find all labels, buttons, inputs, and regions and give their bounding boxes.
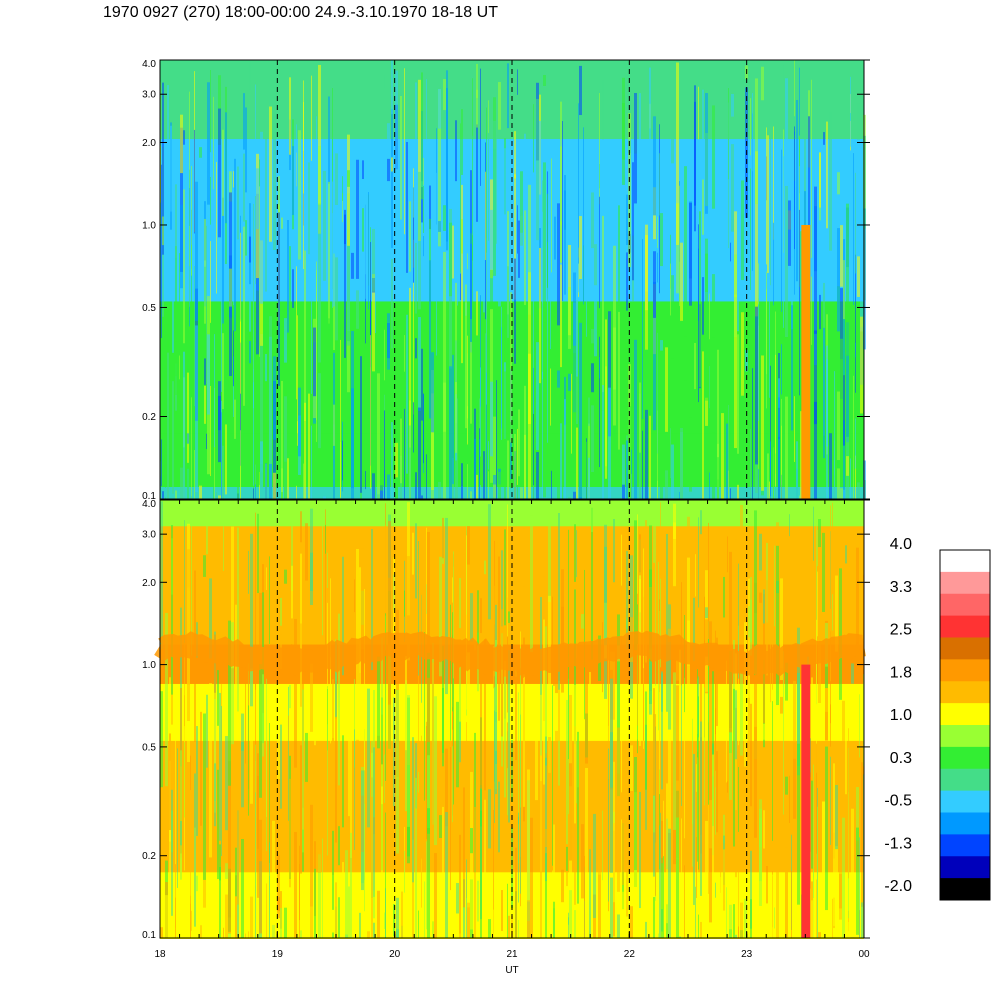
colorbar-swatch [940, 812, 990, 835]
y-tick-label: 4.0 [142, 499, 156, 510]
feature-streak-1 [801, 664, 811, 938]
y-tick-label: 4.0 [142, 59, 156, 70]
colorbar-swatch [940, 550, 990, 573]
colorbar-swatch [940, 746, 990, 770]
y-tick-label: 1.0 [142, 660, 156, 671]
colorbar-label: -0.5 [884, 793, 912, 810]
colorbar-frame [939, 549, 991, 901]
colorbar-swatch [940, 878, 990, 901]
y-tick-label: 2.0 [142, 578, 156, 589]
colorbar-swatch [940, 856, 990, 879]
x-tick-label: 18 [154, 949, 166, 960]
y-tick-label: 0.2 [142, 851, 156, 862]
y-tick-label: 0.5 [142, 303, 156, 314]
y-tick-label: 0.1 [142, 930, 156, 941]
colorbar-swatch [940, 615, 990, 638]
y-tick-label: 2.0 [142, 138, 156, 149]
y-tick-label: 0.5 [142, 742, 156, 753]
colorbar-swatch [940, 659, 990, 682]
upper-spectrogram [160, 60, 866, 500]
y-tick-label: 0.2 [142, 412, 156, 423]
x-tick-label: 20 [389, 949, 401, 960]
y-tick-label: 3.0 [142, 530, 156, 541]
y-tick-label: 0.1 [142, 491, 156, 502]
colorbar-label: 1.0 [890, 707, 912, 724]
x-axis-label: UT [505, 965, 518, 976]
feature-streak-0 [801, 224, 811, 500]
colorbar-label: 2.5 [890, 622, 912, 639]
x-tick-label: 21 [506, 949, 518, 960]
colorbar-label: 4.0 [890, 536, 912, 553]
colorbar-swatch [940, 768, 990, 792]
colorbar-label: 3.3 [890, 579, 912, 596]
colorbar-swatch [940, 790, 990, 813]
colorbar-swatch [940, 593, 990, 617]
colorbar-swatch [940, 637, 990, 660]
x-tick-label: 19 [272, 949, 284, 960]
colorbar-swatch [940, 703, 990, 726]
colorbar-swatch [940, 834, 990, 857]
x-tick-label: 23 [741, 949, 753, 960]
x-tick-label: 22 [624, 949, 636, 960]
colorbar-swatch [940, 571, 990, 595]
colorbar [939, 549, 991, 901]
colorbar-label: 0.3 [890, 750, 912, 767]
chart-title: 1970 0927 (270) 18:00-00:00 24.9.-3.10.1… [103, 4, 498, 21]
upper-panel-frame [159, 59, 865, 500]
colorbar-label: -1.3 [884, 835, 912, 852]
colorbar-label: 1.8 [890, 664, 912, 681]
y-tick-label: 1.0 [142, 220, 156, 231]
colorbar-swatch [940, 725, 990, 748]
y-tick-label: 3.0 [142, 90, 156, 101]
lower-spectrogram [154, 500, 866, 939]
colorbar-label: -2.0 [884, 878, 912, 895]
x-tick-label: 00 [858, 949, 870, 960]
colorbar-swatch [940, 681, 990, 704]
